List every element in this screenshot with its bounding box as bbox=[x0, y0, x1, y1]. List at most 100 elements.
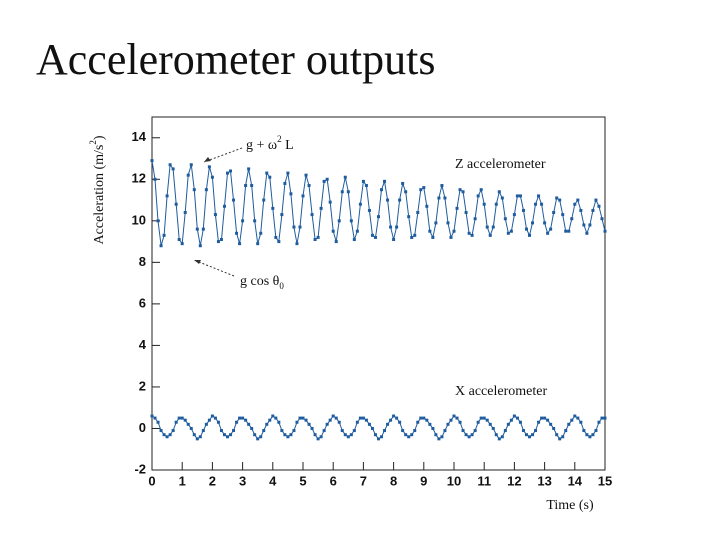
data-point bbox=[552, 211, 556, 215]
data-point bbox=[567, 422, 571, 426]
annotation: g cos θ0 bbox=[240, 274, 284, 291]
annotation-sub: 0 bbox=[279, 281, 284, 291]
data-point bbox=[458, 420, 462, 424]
data-point bbox=[331, 229, 335, 233]
data-point bbox=[422, 186, 426, 190]
data-point bbox=[274, 416, 278, 420]
data-point bbox=[364, 418, 368, 422]
data-point bbox=[207, 165, 211, 169]
data-point bbox=[494, 433, 498, 437]
y-tick-label: 4 bbox=[139, 337, 147, 352]
data-point bbox=[410, 235, 414, 239]
series-label: X accelerometer bbox=[455, 384, 547, 399]
data-point bbox=[398, 420, 402, 424]
data-point bbox=[367, 422, 371, 426]
data-point bbox=[537, 420, 541, 424]
data-point bbox=[162, 233, 166, 237]
data-point bbox=[241, 416, 245, 420]
data-point bbox=[361, 179, 365, 183]
data-point bbox=[585, 433, 589, 437]
data-point bbox=[552, 426, 556, 430]
data-point bbox=[277, 240, 281, 244]
data-point bbox=[253, 433, 257, 437]
y-tick-label: 2 bbox=[139, 378, 146, 393]
data-point bbox=[189, 426, 193, 430]
data-point bbox=[174, 420, 178, 424]
data-point bbox=[298, 225, 302, 229]
data-point bbox=[232, 429, 236, 433]
data-point bbox=[358, 416, 362, 420]
data-point bbox=[383, 429, 387, 433]
data-point bbox=[367, 208, 371, 212]
data-point bbox=[373, 433, 377, 437]
data-point bbox=[518, 420, 522, 424]
data-point bbox=[262, 429, 266, 433]
data-point bbox=[455, 416, 459, 420]
data-point bbox=[470, 433, 474, 437]
data-point bbox=[422, 416, 426, 420]
data-point bbox=[271, 414, 275, 418]
data-point bbox=[310, 426, 314, 430]
x-tick-label: 11 bbox=[477, 473, 491, 488]
data-point bbox=[168, 433, 172, 437]
data-point bbox=[497, 190, 501, 194]
data-point bbox=[244, 184, 248, 188]
annotation-part: L bbox=[282, 138, 294, 153]
data-point bbox=[467, 231, 471, 235]
data-point bbox=[549, 227, 553, 231]
data-point bbox=[219, 429, 223, 433]
data-point bbox=[183, 211, 187, 215]
data-point bbox=[473, 429, 477, 433]
data-point bbox=[226, 435, 229, 439]
data-point bbox=[591, 433, 595, 437]
annotation-arrow bbox=[193, 259, 235, 277]
x-tick-label: 12 bbox=[507, 473, 521, 488]
data-point bbox=[355, 420, 359, 424]
data-point bbox=[250, 184, 254, 188]
data-point bbox=[159, 429, 163, 433]
data-point bbox=[174, 202, 178, 206]
data-point bbox=[183, 418, 187, 422]
data-point bbox=[349, 433, 353, 437]
data-point bbox=[515, 194, 519, 198]
data-point bbox=[349, 219, 353, 223]
slide-title: Accelerometer outputs bbox=[36, 35, 436, 84]
data-point bbox=[579, 420, 583, 424]
data-point bbox=[446, 221, 450, 225]
data-point bbox=[370, 233, 374, 237]
data-point bbox=[334, 240, 338, 244]
arrow-head bbox=[204, 157, 211, 162]
data-point bbox=[467, 435, 471, 439]
data-point bbox=[358, 202, 362, 206]
data-point bbox=[473, 217, 477, 221]
data-point bbox=[524, 433, 528, 437]
data-point bbox=[446, 422, 450, 426]
data-point bbox=[238, 416, 242, 420]
data-point bbox=[482, 416, 486, 420]
data-point bbox=[594, 198, 598, 202]
data-point bbox=[307, 422, 311, 426]
data-point bbox=[171, 167, 175, 171]
data-point bbox=[156, 420, 160, 424]
data-point bbox=[564, 229, 568, 233]
data-point bbox=[159, 244, 163, 248]
data-point bbox=[346, 190, 350, 194]
data-point bbox=[180, 416, 184, 420]
data-point bbox=[419, 416, 423, 420]
data-point bbox=[521, 429, 525, 433]
data-point bbox=[594, 429, 598, 433]
data-point bbox=[555, 196, 559, 200]
y-tick-label: 12 bbox=[132, 171, 146, 186]
data-point bbox=[207, 418, 211, 422]
data-point bbox=[597, 204, 601, 208]
data-point bbox=[373, 235, 377, 239]
data-point bbox=[401, 429, 405, 433]
data-point bbox=[540, 416, 544, 420]
data-point bbox=[177, 238, 181, 242]
y-tick-label: 6 bbox=[139, 295, 146, 310]
data-point bbox=[515, 416, 519, 420]
data-point bbox=[292, 225, 296, 229]
data-point bbox=[600, 416, 604, 420]
annotation-sup: 2 bbox=[277, 134, 282, 144]
data-point bbox=[434, 433, 438, 437]
